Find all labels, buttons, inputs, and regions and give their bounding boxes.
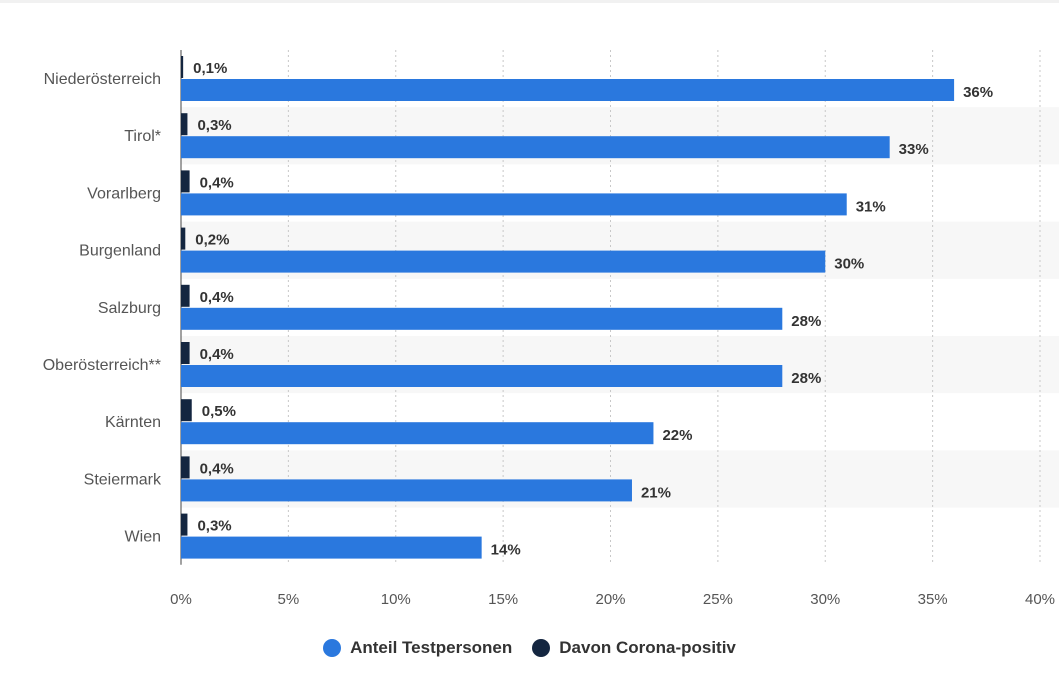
bar-testpersonen bbox=[181, 479, 632, 502]
bar-positive bbox=[181, 342, 190, 364]
grid-lines bbox=[180, 50, 1041, 565]
bar-positive bbox=[181, 284, 190, 307]
row-bands bbox=[181, 107, 1059, 508]
label-testpersonen: 14% bbox=[491, 542, 521, 559]
category-labels: Niederösterreich Tirol* Vorarlberg Burgenla… bbox=[43, 71, 162, 546]
label-positive: 0,4% bbox=[200, 460, 234, 477]
bar-positive bbox=[181, 170, 190, 193]
label-testpersonen: 33% bbox=[899, 141, 929, 158]
category-label: Kärnten bbox=[105, 414, 161, 431]
bar-chart: 0,1% 36% 0,3% 33% 0,4% 31% 0,2% 30% 0,4% 28% 0,4% 2… bbox=[42, 50, 1059, 608]
bar-testpersonen bbox=[181, 193, 847, 216]
label-positive: 0,4% bbox=[200, 174, 234, 191]
legend-item-series-1[interactable]: Davon Corona-positiv bbox=[532, 638, 736, 658]
legend-label-series-1: Davon Corona-positiv bbox=[559, 638, 736, 657]
x-tick-label: 40% bbox=[1025, 591, 1055, 608]
label-testpersonen: 28% bbox=[791, 313, 821, 330]
x-tick-label: 20% bbox=[595, 591, 625, 608]
label-testpersonen: 22% bbox=[662, 427, 692, 444]
bars bbox=[181, 56, 955, 559]
category-label: Tirol* bbox=[124, 128, 161, 145]
label-positive: 0,3% bbox=[197, 518, 231, 535]
bar-testpersonen bbox=[181, 250, 826, 273]
bar-positive bbox=[181, 227, 186, 250]
label-testpersonen: 21% bbox=[641, 484, 671, 501]
top-border bbox=[0, 0, 1059, 3]
label-positive: 0,4% bbox=[200, 346, 234, 363]
x-tick-label: 25% bbox=[703, 591, 733, 608]
bar-testpersonen bbox=[181, 422, 654, 445]
label-positive: 0,4% bbox=[200, 289, 234, 306]
x-tick-label: 10% bbox=[381, 591, 411, 608]
label-positive: 0,3% bbox=[197, 117, 231, 134]
x-tick-labels: 0% 5% 10% 15% 20% 25% 30% 35% 40% bbox=[170, 591, 1055, 608]
legend-dot-series-1 bbox=[532, 639, 551, 657]
category-label: Vorarlberg bbox=[87, 185, 161, 202]
legend-label-series-0: Anteil Testpersonen bbox=[350, 638, 513, 657]
bar-testpersonen bbox=[181, 79, 955, 101]
bar-positive bbox=[181, 399, 192, 422]
category-label: Burgenland bbox=[79, 243, 161, 260]
label-testpersonen: 36% bbox=[963, 84, 993, 101]
category-label: Oberösterreich** bbox=[43, 357, 161, 374]
bar-testpersonen bbox=[181, 136, 890, 159]
bar-positive bbox=[181, 113, 188, 136]
category-label: Steiermark bbox=[84, 471, 162, 488]
bar-positive bbox=[181, 56, 184, 78]
x-tick-label: 30% bbox=[810, 591, 840, 608]
label-positive: 0,2% bbox=[195, 232, 229, 249]
category-label: Salzburg bbox=[98, 300, 161, 317]
x-tick-label: 0% bbox=[170, 591, 192, 608]
label-testpersonen: 28% bbox=[791, 370, 821, 387]
legend-item-series-0[interactable]: Anteil Testpersonen bbox=[323, 638, 512, 658]
x-tick-label: 5% bbox=[278, 591, 300, 608]
category-label: Wien bbox=[125, 529, 161, 546]
label-testpersonen: 31% bbox=[856, 198, 886, 215]
x-tick-label: 15% bbox=[488, 591, 518, 608]
bar-testpersonen bbox=[181, 365, 783, 387]
label-positive: 0,5% bbox=[202, 403, 236, 420]
label-positive: 0,1% bbox=[193, 60, 227, 77]
legend: Anteil Testpersonen Davon Corona-positiv bbox=[0, 636, 1059, 660]
bar-testpersonen bbox=[181, 536, 482, 559]
bar-testpersonen bbox=[181, 307, 783, 330]
category-label: Niederösterreich bbox=[44, 71, 161, 88]
bar-labels: 0,1% 36% 0,3% 33% 0,4% 31% 0,2% 30% 0,4% 28% 0,4% 2… bbox=[193, 60, 993, 559]
label-testpersonen: 30% bbox=[834, 256, 864, 273]
legend-dot-series-0 bbox=[323, 639, 342, 657]
x-tick-label: 35% bbox=[918, 591, 948, 608]
bar-positive bbox=[181, 456, 190, 479]
bar-positive bbox=[181, 513, 188, 536]
